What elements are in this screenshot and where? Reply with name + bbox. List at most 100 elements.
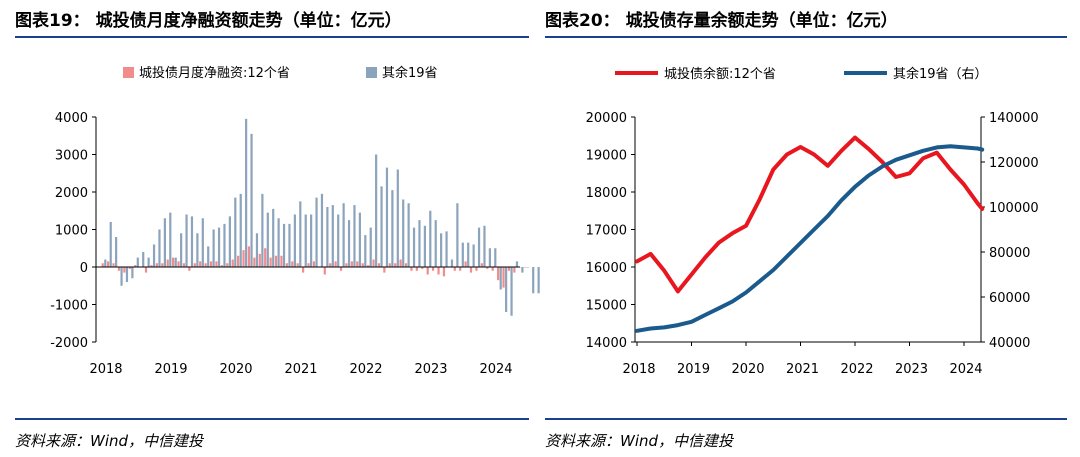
bar-12-provinces xyxy=(302,267,305,273)
x-tick-label: 2018 xyxy=(89,362,122,377)
bar-other-19 xyxy=(293,214,296,267)
y-tick-label: 1000 xyxy=(55,224,88,239)
bar-other-19 xyxy=(450,259,454,267)
y-tick-right-label: 80000 xyxy=(989,246,1030,261)
bar-other-19 xyxy=(380,186,383,267)
bar-12-provinces xyxy=(199,261,202,267)
series-line-12-provinces xyxy=(635,135,985,294)
bar-12-provinces xyxy=(296,263,299,267)
bar-other-19 xyxy=(521,267,524,273)
y-tick-left-label: 18000 xyxy=(586,186,627,201)
bar-other-19 xyxy=(304,214,307,267)
legend-label-other-19: 其余19省（右） xyxy=(893,66,988,82)
bar-other-19 xyxy=(326,207,329,267)
bar-other-19 xyxy=(477,227,481,267)
bar-other-19 xyxy=(494,248,497,267)
y-tick-left-label: 14000 xyxy=(586,336,627,351)
bar-other-19 xyxy=(217,227,221,267)
bar-other-19 xyxy=(402,199,405,267)
y-tick-left-label: 20000 xyxy=(586,111,627,126)
bar-other-19 xyxy=(158,229,161,267)
legend-swatch-other-19 xyxy=(366,67,377,78)
bar-12-provinces xyxy=(372,259,375,267)
bar-12-provinces xyxy=(258,253,261,267)
bar-12-provinces xyxy=(172,257,175,267)
bar-12-provinces xyxy=(491,267,494,271)
bar-12-provinces xyxy=(231,259,234,267)
legend: 城投债余额:12个省 其余19省（右） xyxy=(615,66,988,82)
lines xyxy=(635,135,985,333)
bar-12-provinces xyxy=(426,267,429,275)
bar-12-provinces xyxy=(486,267,489,269)
bar-12-provinces xyxy=(112,263,115,267)
bar-other-19 xyxy=(142,252,145,267)
bar-other-19 xyxy=(440,233,443,267)
bar-12-provinces xyxy=(204,263,207,267)
bar-other-19 xyxy=(255,233,259,267)
y-tick-label: -1000 xyxy=(50,299,88,314)
bar-other-19 xyxy=(423,225,426,267)
bar-12-provinces xyxy=(242,250,245,267)
x-tick-label: 2021 xyxy=(284,362,317,377)
chart-title-left: 图表19： 城投债月度净融资额走势（单位：亿元） xyxy=(15,11,402,31)
bar-other-19 xyxy=(180,233,183,267)
x-tick-label: 2023 xyxy=(895,362,928,377)
footer-rule-right xyxy=(545,418,1067,420)
x-axis: 2018 2019 2020 2021 2022 2023 2024 xyxy=(622,341,983,377)
bar-12-provinces xyxy=(334,261,337,267)
bar-12-provinces xyxy=(128,267,131,269)
bar-12-provinces xyxy=(442,267,446,277)
y-tick-left-label: 15000 xyxy=(586,299,627,314)
y-tick-label: 2000 xyxy=(55,186,88,201)
bar-other-19 xyxy=(250,133,253,267)
x-axis: 2018 2019 2020 2021 2022 2023 2024 xyxy=(89,266,520,377)
y-tick-left-label: 19000 xyxy=(586,149,627,164)
bar-12-provinces xyxy=(193,263,196,267)
bar-other-19 xyxy=(131,267,134,279)
bar-12-provinces xyxy=(247,246,251,267)
bar-other-19 xyxy=(472,244,475,267)
bar-12-provinces xyxy=(507,267,511,271)
bar-other-19 xyxy=(526,267,529,268)
bar-12-provinces xyxy=(469,267,473,273)
bar-other-19 xyxy=(147,257,150,267)
bar-other-19 xyxy=(385,167,389,267)
bars xyxy=(101,118,540,316)
bar-other-19 xyxy=(196,233,199,267)
bar-other-19 xyxy=(337,214,340,267)
bar-other-19 xyxy=(445,231,448,267)
bar-12-provinces xyxy=(415,267,418,271)
bar-other-19 xyxy=(315,197,318,267)
bar-12-provinces xyxy=(388,263,391,267)
bar-other-19 xyxy=(375,154,378,267)
bar-12-provinces xyxy=(117,267,121,271)
bar-12-provinces xyxy=(497,267,500,281)
bar-12-provinces xyxy=(524,267,527,268)
bar-12-provinces xyxy=(150,265,153,267)
bar-other-19 xyxy=(537,267,540,294)
bar-other-19 xyxy=(407,203,410,267)
bar-12-provinces xyxy=(367,265,370,267)
bar-12-provinces xyxy=(155,263,158,267)
bar-12-provinces xyxy=(404,263,408,267)
bar-other-19 xyxy=(125,267,129,282)
bar-other-19 xyxy=(320,193,324,267)
y-tick-label: -2000 xyxy=(50,336,88,351)
bar-12-provinces xyxy=(291,261,294,267)
bar-other-19 xyxy=(277,218,280,267)
title-rule-left xyxy=(15,36,529,38)
bar-other-19 xyxy=(310,214,313,267)
legend: 城投债月度净融资:12个省 其余19省 xyxy=(123,65,438,81)
bar-12-provinces xyxy=(356,261,359,267)
bar-12-provinces xyxy=(134,265,137,267)
bar-other-19 xyxy=(515,261,519,267)
source-note-left: 资料来源：Wind，中信建投 xyxy=(15,432,204,450)
bar-12-provinces xyxy=(323,267,326,275)
bar-other-19 xyxy=(510,267,513,316)
bar-other-19 xyxy=(245,118,248,267)
bar-12-provinces xyxy=(144,267,148,273)
bar-12-provinces xyxy=(253,257,256,267)
bar-other-19 xyxy=(272,208,275,267)
bar-12-provinces xyxy=(502,267,505,288)
bar-12-provinces xyxy=(274,255,278,267)
